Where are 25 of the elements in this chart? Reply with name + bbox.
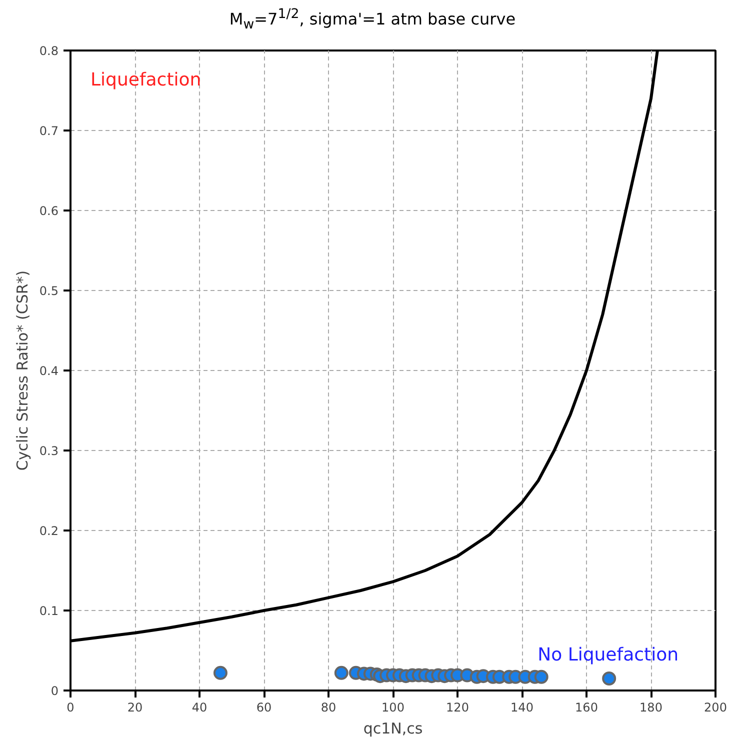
y-tick-label: 0.7 <box>39 124 59 138</box>
y-tick-label: 0.2 <box>39 524 59 538</box>
y-tick-label: 0.4 <box>39 364 59 378</box>
y-tick-label: 0 <box>50 684 59 698</box>
x-tick-label: 60 <box>256 700 272 714</box>
annotation: No Liquefaction <box>538 644 679 666</box>
y-axis-title: Cyclic Stress Ratio* (CSR*) <box>13 270 32 471</box>
annotation: Liquefaction <box>90 70 202 90</box>
x-tick-label: 180 <box>640 700 662 714</box>
y-tick-label: 0.8 <box>39 44 59 58</box>
x-tick-label: 100 <box>382 700 404 714</box>
x-tick-label: 120 <box>446 700 469 714</box>
y-tick-label: 0.3 <box>39 444 59 458</box>
x-tick-label: 200 <box>704 700 727 714</box>
y-tick-label: 0.1 <box>39 604 59 618</box>
chart-title: M$_{w}$=7$^{1/2}$, sigma'=1 atm base curve <box>228 6 517 35</box>
y-tick-label: 0.5 <box>39 284 59 298</box>
x-tick-label: 160 <box>575 700 598 714</box>
x-tick-label: 40 <box>192 700 208 714</box>
x-tick-label: 20 <box>127 700 143 714</box>
y-tick-label: 0.6 <box>39 204 59 218</box>
x-axis-title: qc1N,cs <box>363 720 423 738</box>
x-tick-label: 80 <box>320 700 336 714</box>
x-tick-label: 0 <box>66 700 74 714</box>
x-tick-label: 140 <box>510 700 534 714</box>
